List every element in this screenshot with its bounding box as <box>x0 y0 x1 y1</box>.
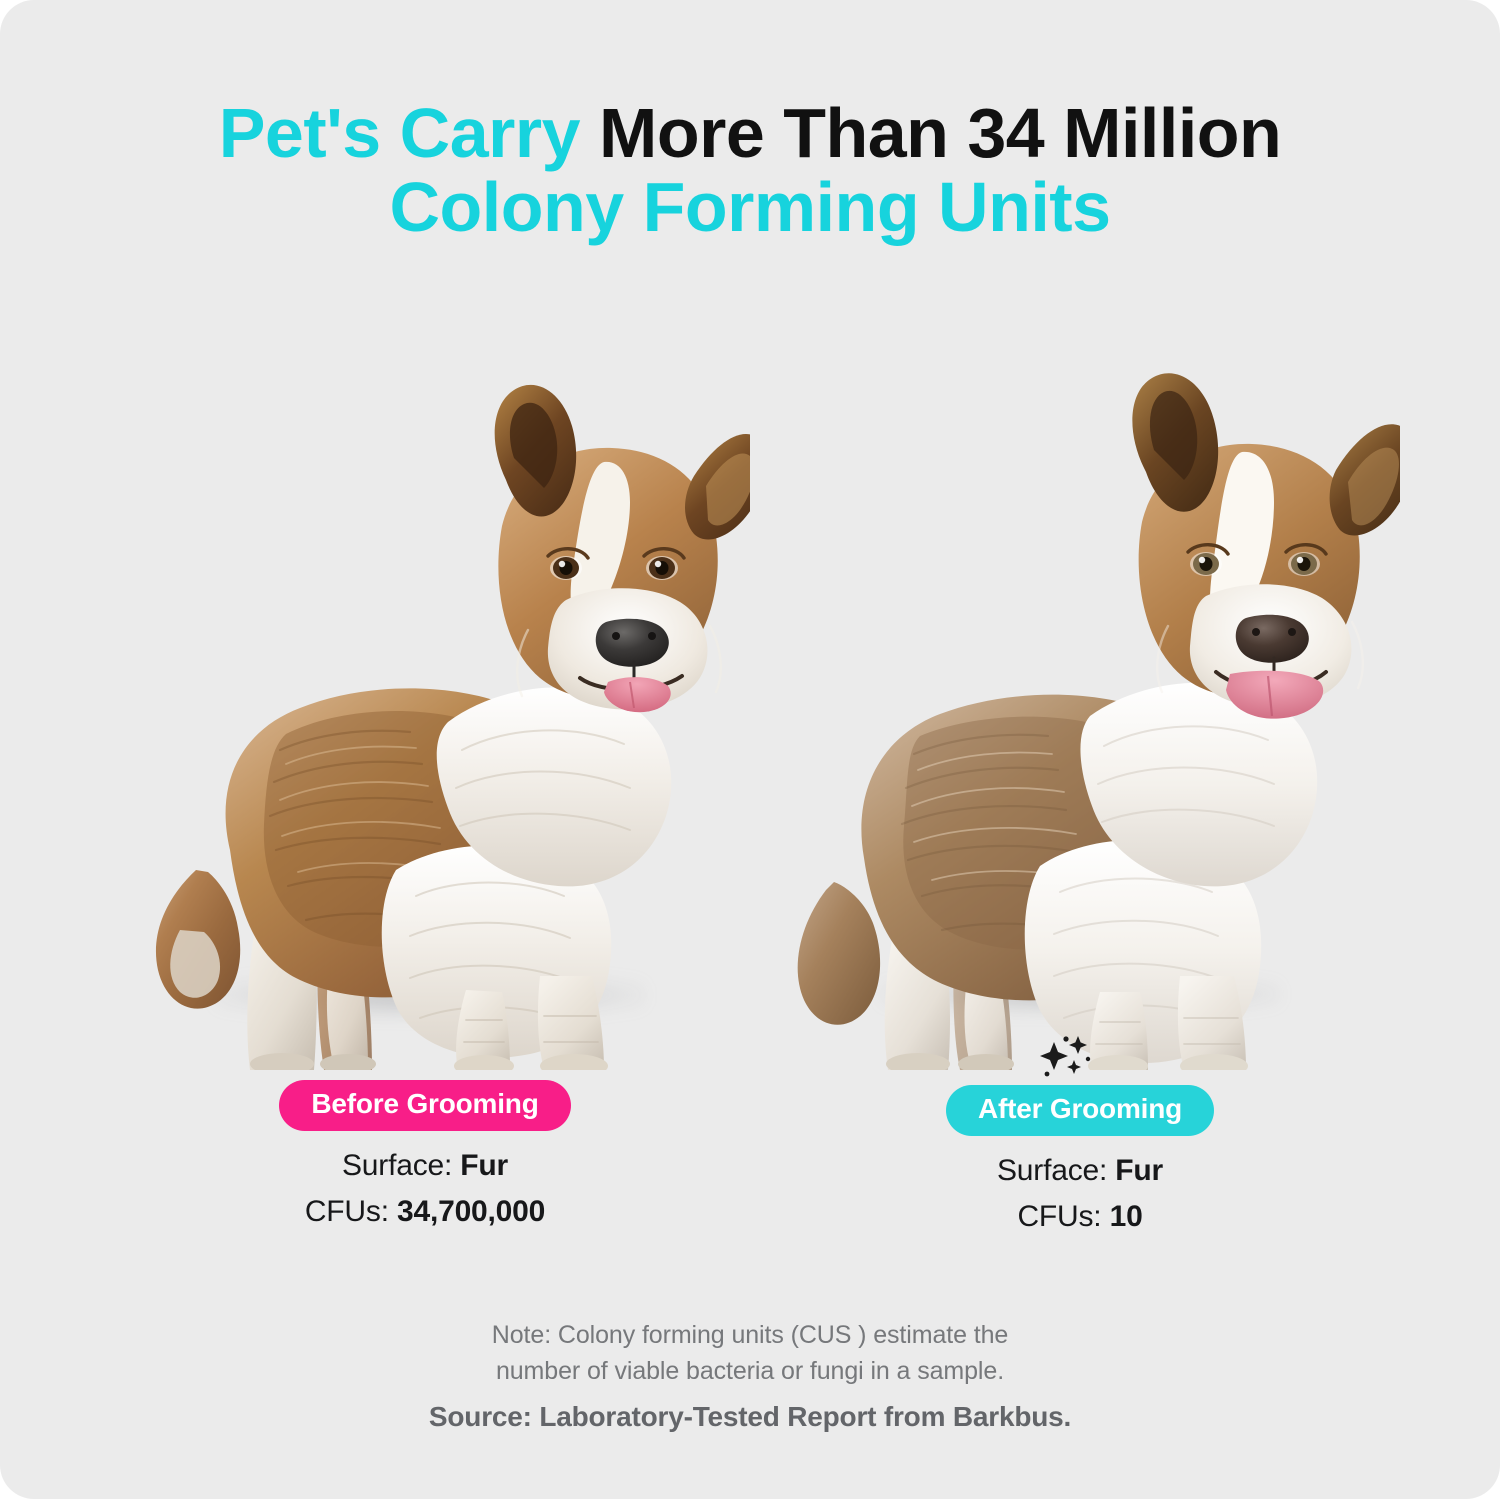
after-surface-value: Fur <box>1115 1154 1163 1188</box>
after-surface-label: Surface: <box>997 1154 1116 1188</box>
after-caption-block: After Grooming Surface: Fur CFUs: 10 <box>820 1085 1340 1237</box>
before-surface-row: Surface: Fur <box>165 1145 685 1186</box>
dog-after-illustration <box>760 330 1400 1070</box>
note-line-1: Note: Colony forming units (CUS ) estima… <box>491 1321 1009 1349</box>
before-cfus-value: 34,700,000 <box>396 1194 546 1228</box>
before-caption-block: Before Grooming Surface: Fur CFUs: 34,70… <box>165 1080 685 1232</box>
before-cfus-label: CFUs: <box>304 1194 397 1228</box>
after-cfus-label: CFUs: <box>1017 1199 1110 1233</box>
footer-note: Note: Colony forming units (CUS ) estima… <box>0 1318 1500 1433</box>
after-cfus-value: 10 <box>1109 1199 1143 1233</box>
after-cfus-row: CFUs: 10 <box>820 1196 1340 1237</box>
before-surface-label: Surface: <box>342 1149 461 1183</box>
status-badge-before: Before Grooming <box>279 1080 571 1132</box>
dog-before-illustration <box>110 330 750 1070</box>
source-line: Source: Laboratory-Tested Report from Ba… <box>428 1401 1072 1432</box>
before-image-panel <box>110 330 750 1070</box>
headline-highlight: Pet's Carry <box>218 94 600 172</box>
page-title: Pet's Carry More Than 34 Million Colony … <box>0 96 1500 244</box>
headline-rest: More Than 34 Million <box>599 94 1282 172</box>
after-image-panel <box>760 330 1400 1070</box>
headline-line-1: Pet's Carry More Than 34 Million <box>0 96 1500 170</box>
before-cfus-row: CFUs: 34,700,000 <box>165 1191 685 1232</box>
before-surface-value: Fur <box>460 1149 508 1183</box>
note-line-2: number of viable bacteria or fungi in a … <box>495 1356 1005 1385</box>
headline-line-2: Colony Forming Units <box>389 168 1111 247</box>
sparkle-icon <box>1038 1032 1094 1078</box>
comparison-stage <box>0 330 1500 1070</box>
status-badge-after: After Grooming <box>945 1085 1215 1137</box>
after-surface-row: Surface: Fur <box>820 1150 1340 1191</box>
